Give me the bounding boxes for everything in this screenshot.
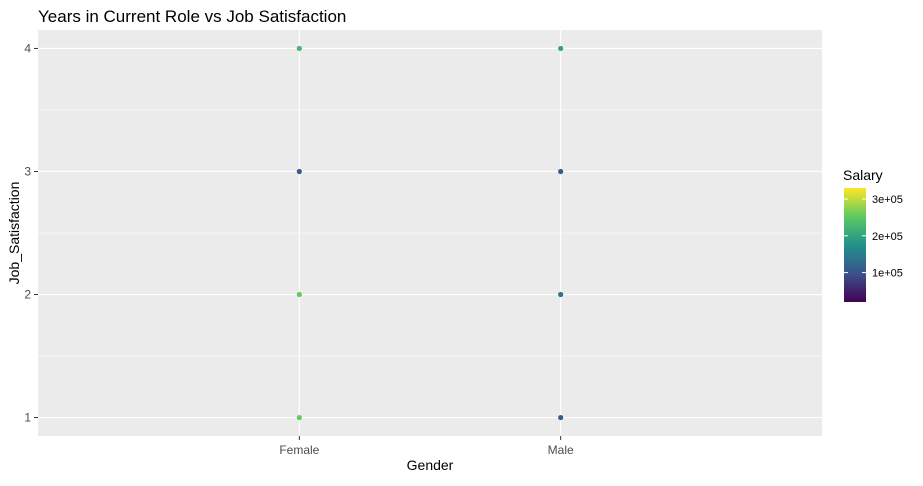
data-point xyxy=(558,168,564,175)
data-point xyxy=(296,168,302,175)
chart-title: Years in Current Role vs Job Satisfactio… xyxy=(38,7,346,26)
legend-tick-label: 3e+05 xyxy=(872,194,903,206)
x-tick-label: Male xyxy=(548,443,574,457)
y-tick-label: 4 xyxy=(24,41,31,55)
legend-title: Salary xyxy=(843,167,883,183)
data-point xyxy=(558,414,564,421)
y-tick-label: 1 xyxy=(24,411,31,425)
data-point xyxy=(558,45,564,52)
grid-minor xyxy=(38,109,822,357)
legend-colorbar xyxy=(844,188,866,302)
x-tick-label: Female xyxy=(279,443,319,457)
x-axis: Female Male xyxy=(279,436,574,457)
y-tick-label: 2 xyxy=(24,288,31,302)
data-point xyxy=(296,291,302,298)
data-points xyxy=(296,45,564,421)
data-point xyxy=(296,414,302,421)
legend-tick-label: 2e+05 xyxy=(872,231,903,243)
data-point xyxy=(296,45,302,52)
x-axis-title: Gender xyxy=(407,457,454,473)
y-axis-title: Job_Satisfaction xyxy=(6,182,22,285)
y-axis: 1 2 3 4 xyxy=(24,41,38,425)
data-point xyxy=(558,291,564,298)
grid-major xyxy=(38,30,822,436)
legend-tick-label: 1e+05 xyxy=(872,268,903,280)
legend-ticks: 1e+05 2e+05 3e+05 xyxy=(844,194,903,280)
y-tick-label: 3 xyxy=(24,164,31,178)
legend: Salary 1e+05 2e+05 3e+05 xyxy=(843,167,903,302)
